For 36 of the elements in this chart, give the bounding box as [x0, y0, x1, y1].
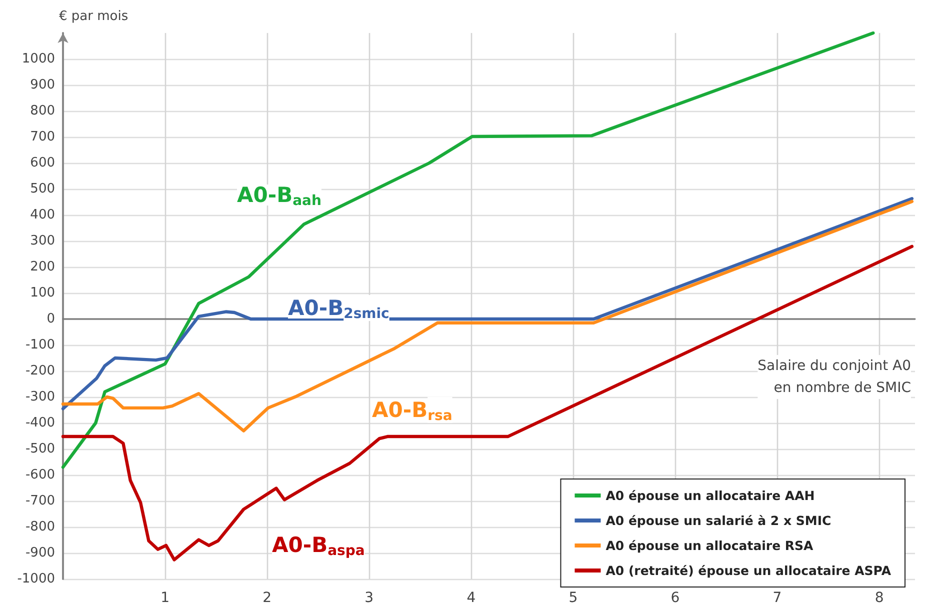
- y-tick-label: -200: [25, 364, 55, 378]
- x-tick-label: 1: [160, 590, 170, 605]
- legend-label: A0 (retraité) épouse un allocataire ASPA: [606, 563, 892, 578]
- x-axis-title: Salaire du conjoint A0 en nombre de SMIC: [758, 358, 912, 396]
- x-tick-label: 2: [262, 590, 272, 605]
- y-tick-label: 300: [30, 234, 55, 248]
- x-tick-label: 6: [670, 590, 680, 605]
- x-tick-label: 4: [466, 590, 476, 605]
- y-tick-label: -400: [25, 416, 55, 430]
- y-tick-label: 200: [30, 260, 55, 274]
- y-tick-label: -300: [25, 390, 55, 404]
- legend-label: A0 épouse un salarié à 2 x SMIC: [606, 513, 832, 528]
- y-tick-label: -800: [25, 520, 55, 534]
- y-tick-label: -100: [25, 338, 55, 352]
- y-tick-label: -700: [25, 494, 55, 508]
- y-tick-label: -500: [25, 442, 55, 456]
- x-tick-label: 8: [874, 590, 884, 605]
- y-tick-label: 600: [30, 156, 55, 170]
- legend-label: A0 épouse un allocataire RSA: [606, 538, 814, 553]
- line-series: [61, 244, 914, 562]
- y-tick-label: -900: [25, 546, 55, 560]
- x-tick-label: 5: [568, 590, 578, 605]
- y-tick-label: -600: [25, 468, 55, 482]
- y-axis-title: € par mois: [59, 9, 128, 24]
- y-tick-label: 500: [30, 182, 55, 196]
- x-tick-label: 3: [364, 590, 374, 605]
- y-tick-label: 0: [46, 312, 55, 326]
- y-tick-label: 400: [30, 208, 55, 222]
- y-tick-label: 1000: [22, 52, 55, 66]
- y-tick-label: 800: [30, 104, 55, 118]
- y-tick-label: 700: [30, 130, 55, 144]
- x-tick-label: 7: [772, 590, 782, 605]
- y-tick-label: 900: [30, 78, 55, 92]
- legend-label: A0 épouse un allocataire AAH: [606, 488, 815, 503]
- y-tick-label: 100: [30, 286, 55, 300]
- y-tick-label: -1000: [17, 572, 55, 586]
